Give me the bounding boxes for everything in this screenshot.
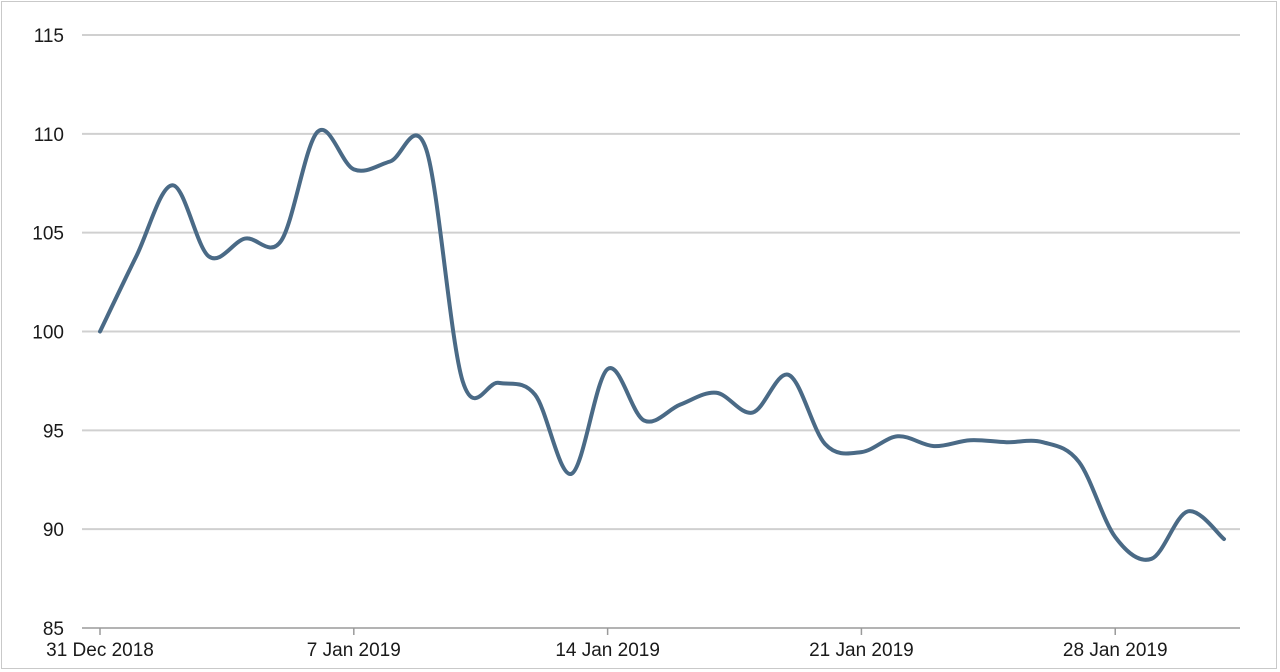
data-point	[895, 433, 901, 439]
y-axis-labels: 85 90 95 100 105 110 115	[32, 26, 64, 640]
x-axis	[82, 627, 1240, 635]
data-point	[1003, 439, 1009, 445]
data-point	[1076, 459, 1082, 465]
data-point	[206, 253, 212, 259]
data-point	[423, 147, 429, 153]
data-point	[278, 238, 284, 244]
gridlines	[82, 34, 1240, 531]
data-point	[858, 449, 864, 455]
series-layer	[97, 127, 1227, 562]
data-point	[786, 372, 792, 378]
data-point	[133, 253, 139, 259]
data-point	[931, 443, 937, 449]
data-point	[1040, 439, 1046, 445]
series-line	[98, 127, 1226, 562]
data-point	[1112, 534, 1118, 540]
data-point	[532, 392, 538, 398]
x-tick-label: 7 Jan 2019	[307, 640, 401, 661]
data-point	[677, 402, 683, 408]
y-tick-label: 100	[32, 323, 64, 344]
data-point	[750, 410, 756, 416]
y-tick-label: 110	[34, 125, 64, 146]
data-point	[1148, 556, 1154, 562]
x-axis-labels: 31 Dec 2018 7 Jan 2019 14 Jan 2019 21 Jan 2…	[46, 640, 1167, 661]
data-point	[641, 417, 647, 423]
data-point	[1221, 536, 1227, 542]
data-point	[351, 166, 357, 172]
data-point	[460, 378, 466, 384]
y-tick-label: 115	[34, 26, 64, 47]
data-point	[496, 380, 502, 386]
data-point	[315, 129, 321, 135]
x-tick-label: 14 Jan 2019	[555, 640, 660, 661]
y-tick-label: 90	[43, 520, 64, 541]
data-point	[242, 236, 248, 242]
data-point	[170, 182, 176, 188]
data-point	[713, 390, 719, 396]
y-tick-label: 105	[32, 224, 64, 245]
data-point	[568, 471, 574, 477]
y-tick-label: 85	[43, 619, 64, 640]
data-point	[1185, 508, 1191, 514]
y-tick-label: 95	[43, 421, 64, 442]
x-tick-label: 21 Jan 2019	[809, 640, 914, 661]
x-tick-label: 28 Jan 2019	[1063, 640, 1168, 661]
data-point	[967, 437, 973, 443]
data-point	[822, 441, 828, 447]
data-point	[387, 159, 393, 165]
data-point	[605, 366, 611, 372]
x-tick-label: 31 Dec 2018	[46, 640, 154, 661]
data-point	[97, 329, 103, 335]
